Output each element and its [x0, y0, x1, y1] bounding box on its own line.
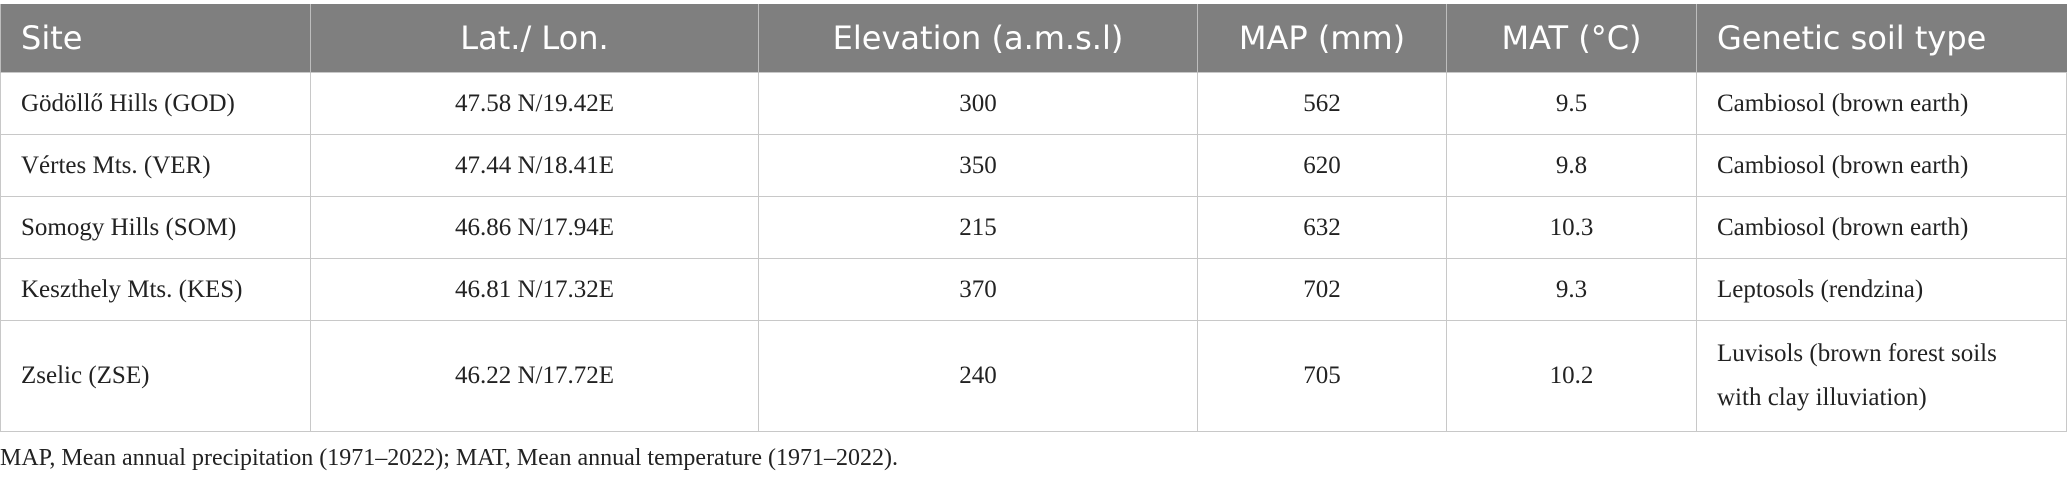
- footnote: MAP, Mean annual precipitation (1971–202…: [0, 445, 899, 471]
- table-cell: 620: [1197, 134, 1447, 197]
- table-cell: 46.86 N/17.94E: [310, 196, 759, 259]
- table-cell: 9.8: [1446, 134, 1697, 197]
- table-cell: Zselic (ZSE): [0, 320, 311, 432]
- table-cell: Leptosols (rendzina): [1696, 258, 2067, 321]
- column-header: MAT (°C): [1446, 4, 1697, 73]
- table-cell: Vértes Mts. (VER): [0, 134, 311, 197]
- column-header: Site: [0, 4, 311, 73]
- table-cell: 47.58 N/19.42E: [310, 72, 759, 135]
- table-cell: Cambiosol (brown earth): [1696, 72, 2067, 135]
- table-cell: Cambiosol (brown earth): [1696, 196, 2067, 259]
- data-table: Site Lat./ Lon. Elevation (a.m.s.l) MAP (mm…: [0, 4, 2067, 432]
- table-cell: Somogy Hills (SOM): [0, 196, 311, 259]
- table-cell: Keszthely Mts. (KES): [0, 258, 311, 321]
- table-cell: 370: [758, 258, 1198, 321]
- table-cell: 10.3: [1446, 196, 1697, 259]
- column-header: Lat./ Lon.: [310, 4, 759, 73]
- table-row: Vértes Mts. (VER) 47.44 N/18.41E 350 620 9.8…: [0, 134, 2067, 197]
- table-cell: 350: [758, 134, 1198, 197]
- table-cell: Cambiosol (brown earth): [1696, 134, 2067, 197]
- column-header: Genetic soil type: [1696, 4, 2067, 73]
- table-row: Gödöllő Hills (GOD) 47.58 N/19.42E 300 562 9…: [0, 72, 2067, 135]
- column-header: MAP (mm): [1197, 4, 1447, 73]
- table-cell: 215: [758, 196, 1198, 259]
- table-cell: 10.2: [1446, 320, 1697, 432]
- table-cell: Gödöllő Hills (GOD): [0, 72, 311, 135]
- table-body: Gödöllő Hills (GOD) 47.58 N/19.42E 300 562 9…: [0, 72, 2067, 432]
- table-cell: 47.44 N/18.41E: [310, 134, 759, 197]
- table-row: Keszthely Mts. (KES) 46.81 N/17.32E 370 702…: [0, 258, 2067, 321]
- table-cell: 632: [1197, 196, 1447, 259]
- table-cell: 562: [1197, 72, 1447, 135]
- table-cell: 705: [1197, 320, 1447, 432]
- table-cell: 9.5: [1446, 72, 1697, 135]
- table-cell: Luvisols (brown forest soils with clay i…: [1696, 320, 2067, 432]
- table-cell: 46.22 N/17.72E: [310, 320, 759, 432]
- table-cell: 9.3: [1446, 258, 1697, 321]
- table-row: Somogy Hills (SOM) 46.86 N/17.94E 215 632 10…: [0, 196, 2067, 259]
- table-row: Zselic (ZSE) 46.22 N/17.72E 240 705 10.2 Luvi…: [0, 320, 2067, 432]
- header-row: Site Lat./ Lon. Elevation (a.m.s.l) MAP (mm…: [0, 4, 2067, 73]
- table-cell: 702: [1197, 258, 1447, 321]
- table-cell: 46.81 N/17.32E: [310, 258, 759, 321]
- column-header: Elevation (a.m.s.l): [758, 4, 1198, 73]
- table-cell: 300: [758, 72, 1198, 135]
- table-cell: 240: [758, 320, 1198, 432]
